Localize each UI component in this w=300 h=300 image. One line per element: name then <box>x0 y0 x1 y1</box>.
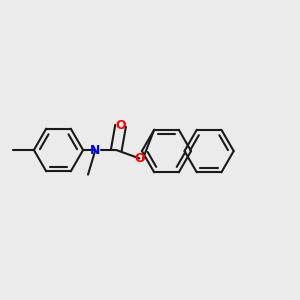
Text: O: O <box>134 152 145 165</box>
Text: O: O <box>115 119 126 132</box>
Text: N: N <box>90 143 100 157</box>
